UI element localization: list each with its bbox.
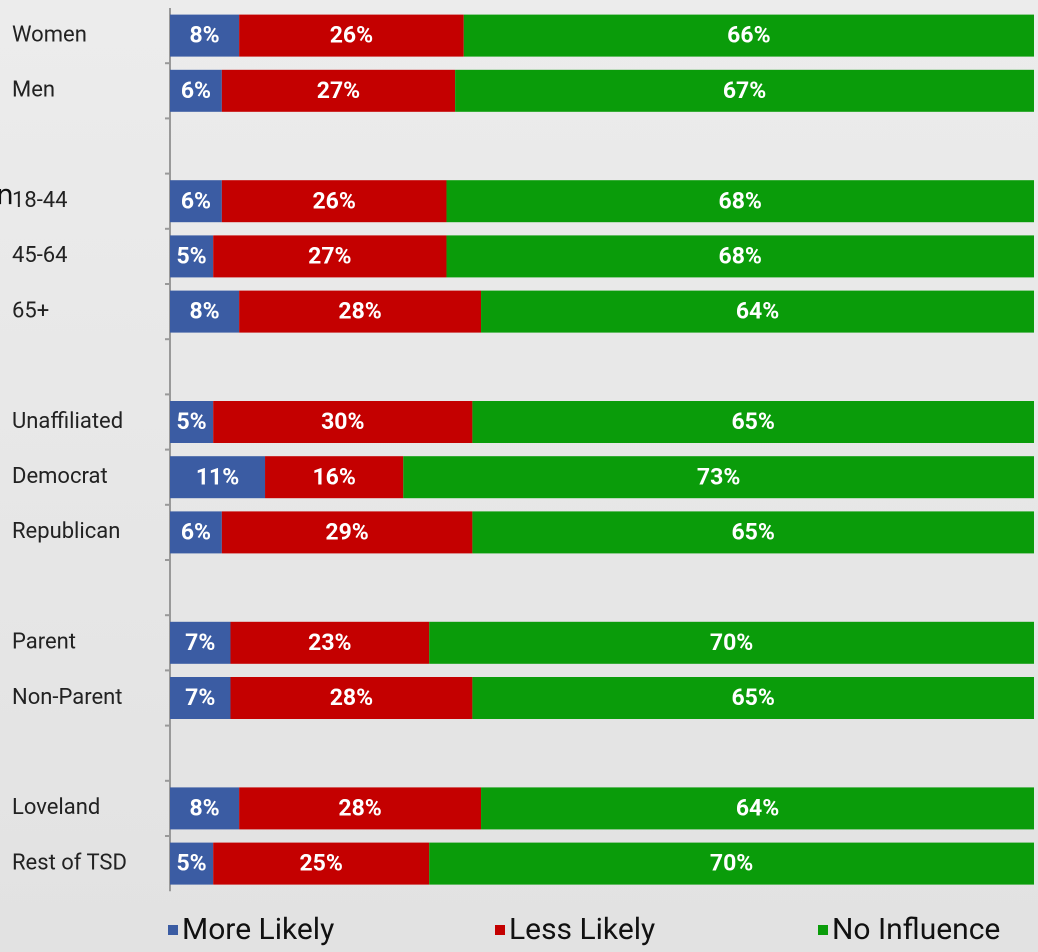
value-label: 16%	[312, 463, 355, 490]
value-label: 64%	[736, 794, 779, 821]
bar-segment	[446, 235, 1035, 278]
bar-segment	[170, 511, 222, 554]
bar-segment	[239, 14, 464, 57]
bar-segment	[170, 401, 214, 443]
value-label: 6%	[181, 518, 211, 545]
legend-label: More Likely	[182, 912, 334, 947]
value-label: 5%	[176, 242, 206, 269]
bar-segment	[170, 14, 240, 57]
legend-label: Less Likely	[509, 912, 655, 947]
value-label: 70%	[710, 629, 753, 656]
bar-segment	[221, 69, 456, 112]
value-label: 73%	[697, 463, 740, 490]
bar-segment	[472, 401, 1034, 443]
bar-segment	[170, 69, 222, 112]
value-label: 8%	[189, 298, 219, 325]
bar-segment	[230, 621, 430, 664]
category-label: Republican	[12, 519, 120, 544]
bar-segment	[170, 677, 231, 719]
bar-segment	[170, 621, 231, 664]
category-label: Democrat	[12, 464, 108, 489]
bar-segment	[265, 456, 404, 499]
bar-segment	[221, 180, 447, 223]
legend-swatch	[495, 925, 505, 935]
value-label: 66%	[727, 22, 770, 49]
value-label: 7%	[185, 684, 215, 711]
legend-label: No Influence	[832, 912, 1000, 947]
value-label: 29%	[325, 518, 368, 545]
category-label: 18-44	[12, 188, 68, 213]
value-label: 26%	[312, 187, 355, 214]
value-label: 8%	[189, 794, 219, 821]
value-label: 64%	[736, 298, 779, 325]
bar-segment	[239, 290, 482, 333]
bar-segment	[403, 456, 1034, 499]
value-label: 8%	[189, 22, 219, 49]
category-label: Rest of TSD	[12, 850, 127, 875]
bar-segment	[213, 842, 430, 885]
category-label: 65+	[12, 298, 49, 323]
bar-segment	[481, 787, 1034, 830]
bar-segment	[213, 401, 473, 443]
value-label: 5%	[176, 408, 206, 435]
value-label: 7%	[185, 629, 215, 656]
value-label: 27%	[317, 77, 360, 104]
bar-segment	[472, 677, 1034, 719]
value-label: 6%	[181, 187, 211, 214]
bar-segment	[170, 842, 214, 885]
value-label: 26%	[330, 22, 373, 49]
value-label: 65%	[731, 684, 774, 711]
legend-swatch	[168, 925, 178, 935]
category-label: Parent	[12, 630, 76, 655]
bar-segment	[446, 180, 1035, 223]
value-label: 28%	[330, 684, 373, 711]
bar-segment	[429, 842, 1034, 885]
value-label: 68%	[719, 242, 762, 269]
bar-segment	[170, 235, 214, 278]
bar-segment	[481, 290, 1034, 333]
legend-swatch	[818, 925, 828, 935]
bar-segment	[463, 14, 1034, 57]
bar-segment	[472, 511, 1034, 554]
category-label: Non-Parent	[12, 685, 122, 710]
value-label: 28%	[338, 794, 381, 821]
category-label: 45-64	[12, 243, 68, 268]
category-label: Men	[12, 78, 55, 103]
value-label: 27%	[308, 242, 351, 269]
value-label: 6%	[181, 77, 211, 104]
bar-segment	[170, 290, 240, 333]
bar-segment	[429, 621, 1034, 664]
bar-segment	[170, 456, 266, 499]
bar-segment	[239, 787, 482, 830]
value-label: 30%	[321, 408, 364, 435]
value-label: 68%	[719, 187, 762, 214]
annotation: n	[0, 178, 14, 211]
value-label: 5%	[176, 850, 206, 877]
bar-segment	[213, 235, 447, 278]
value-label: 25%	[299, 850, 342, 877]
bar-segment	[455, 69, 1034, 112]
value-label: 67%	[723, 77, 766, 104]
bar-segment	[230, 677, 473, 719]
value-label: 65%	[731, 518, 774, 545]
bar-segment	[221, 511, 473, 554]
category-label: Loveland	[12, 795, 100, 820]
value-label: 28%	[338, 298, 381, 325]
value-label: 23%	[308, 629, 351, 656]
category-label: Women	[12, 22, 87, 47]
bar-segment	[170, 180, 222, 223]
value-label: 65%	[731, 408, 774, 435]
value-label: 70%	[710, 850, 753, 877]
category-label: Unaffiliated	[12, 409, 123, 434]
value-label: 11%	[196, 463, 239, 490]
bar-segment	[170, 787, 240, 830]
